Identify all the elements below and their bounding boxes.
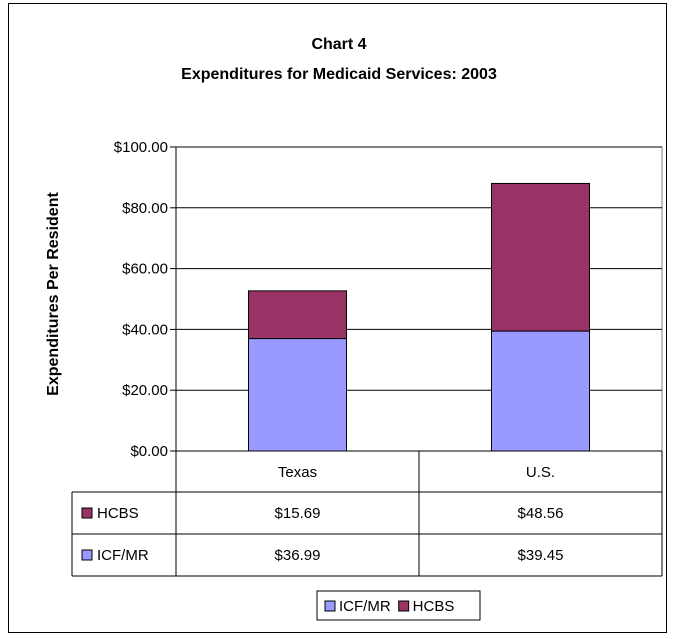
bar-group xyxy=(248,182,590,452)
bar-icf-mr-u-s- xyxy=(491,330,590,452)
y-tick-label: $80.00 xyxy=(122,200,168,217)
chart-frame: Chart 4 Expenditures for Medicaid Servic… xyxy=(8,3,667,633)
chart-canvas: Chart 4 Expenditures for Medicaid Servic… xyxy=(45,36,663,621)
chart-subtitle: Expenditures for Medicaid Services: 2003 xyxy=(181,66,497,83)
legend-entry: HCBS xyxy=(413,598,455,615)
table-value: $39.45 xyxy=(518,547,564,564)
x-category-label: U.S. xyxy=(526,464,555,481)
table-legend-swatch xyxy=(81,507,93,519)
data-table: Texas U.S. HCBS $15.69 $48.56 ICF/MR $36.99 $39… xyxy=(71,450,663,577)
table-row-label: HCBS xyxy=(97,505,139,522)
bar-icf-mr-texas xyxy=(248,338,347,452)
bar-hcbs-texas xyxy=(248,290,347,340)
y-tick-label: $100.00 xyxy=(114,139,168,156)
table-value: $48.56 xyxy=(518,505,564,522)
chart-title: Chart 4 xyxy=(311,36,366,53)
y-tick-label: $0.00 xyxy=(130,443,168,460)
y-axis-title: Expenditures Per Resident xyxy=(45,192,62,396)
legend: ICF/MR HCBS xyxy=(316,590,481,621)
legend-entry: ICF/MR xyxy=(339,598,391,615)
table-legend-swatch xyxy=(81,549,93,561)
bar-hcbs-u-s- xyxy=(491,182,590,332)
table-row-label: ICF/MR xyxy=(97,547,149,564)
legend-swatch xyxy=(324,600,336,612)
y-tick-label: $20.00 xyxy=(122,382,168,399)
y-tick-label: $60.00 xyxy=(122,261,168,278)
legend-swatch xyxy=(398,600,410,612)
x-category-label: Texas xyxy=(278,464,317,481)
y-axis-ticks: $0.00 $20.00 $40.00 $60.00 $80.00 $100.00 xyxy=(114,139,177,460)
table-value: $36.99 xyxy=(275,547,321,564)
y-tick-label: $40.00 xyxy=(122,321,168,338)
table-value: $15.69 xyxy=(275,505,321,522)
